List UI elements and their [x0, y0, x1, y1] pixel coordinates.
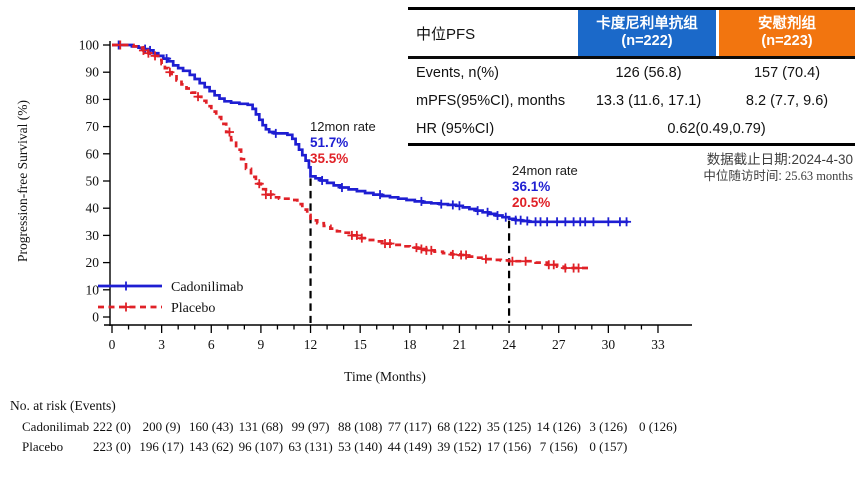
annotation-24mon-placebo-rate: 20.5% — [512, 195, 551, 210]
legend-label-placebo: Placebo — [171, 301, 215, 316]
mpfs-row-label: mPFS(95%CI), months — [416, 93, 566, 109]
header-placebo-name: 安慰剂组 — [758, 16, 816, 32]
x-axis-tick-label: 30 — [602, 337, 616, 352]
annotation-12mon: 12mon rate 51.7% 35.5% — [310, 119, 376, 167]
pfs-table-header-cadonilimab: 卡度尼利单抗组 (n=222) — [578, 10, 719, 56]
pfs-summary-table: 中位PFS 卡度尼利单抗组 (n=222) 安慰剂组 (n=223) Event… — [408, 7, 855, 146]
data-cutoff-note: 数据截止日期:2024-4-30 — [706, 152, 853, 167]
y-axis-tick-label: 10 — [86, 282, 100, 297]
y-axis-tick-label: 20 — [86, 255, 100, 270]
median-followup-zh: 中位随访时间: — [703, 169, 782, 183]
x-axis-tick-label: 27 — [552, 337, 566, 352]
header-cadonilimab-name: 卡度尼利单抗组 — [596, 16, 698, 32]
y-axis-tick-label: 60 — [86, 146, 100, 161]
pfs-summary-table-header: 中位PFS 卡度尼利单抗组 (n=222) 安慰剂组 (n=223) — [408, 10, 855, 59]
header-cadonilimab-n: (n=222) — [621, 33, 673, 49]
annotation-24mon-cadonilimab-rate: 36.1% — [512, 179, 551, 194]
x-axis-tick-label: 21 — [453, 337, 467, 352]
x-axis-tick-label: 15 — [353, 337, 367, 352]
events-row-label: Events, n(%) — [416, 65, 499, 81]
median-followup-value: 25.63 months — [781, 169, 853, 183]
annotation-24mon: 24mon rate 36.1% 20.5% — [512, 163, 578, 211]
x-axis-tick-label: 3 — [158, 337, 165, 352]
y-axis-tick-label: 40 — [86, 201, 100, 216]
x-axis-tick-label: 33 — [651, 337, 665, 352]
x-axis-title: Time (Months) — [344, 369, 426, 384]
y-axis-tick-label: 80 — [86, 92, 100, 107]
y-axis-tick-label: 100 — [79, 38, 100, 53]
pfs-table-header-placebo: 安慰剂组 (n=223) — [719, 10, 855, 56]
y-axis-tick-label: 70 — [86, 119, 100, 134]
annotation-12mon-cadonilimab-rate: 51.7% — [310, 135, 349, 150]
annotation-24mon-title: 24mon rate — [512, 163, 578, 178]
y-axis-title: Progression-free Survival (%) — [15, 100, 30, 262]
y-axis-tick-label: 0 — [92, 310, 99, 325]
events-placebo-value: 157 (70.4) — [753, 65, 821, 81]
pfs-table-row-events: Events, n(%) 126 (56.8) 157 (70.4) — [408, 59, 855, 87]
y-axis-tick-label: 50 — [86, 174, 100, 189]
study-notes: 数据截止日期:2024-4-30 中位随访时间: 25.63 months — [703, 151, 853, 185]
x-axis-tick-label: 6 — [208, 337, 215, 352]
median-followup-note: 中位随访时间: 25.63 months — [703, 168, 853, 185]
pfs-table-corner-label: 中位PFS — [416, 25, 476, 43]
x-axis-tick-label: 24 — [502, 337, 516, 352]
hr-row-label: HR (95%CI) — [416, 121, 495, 137]
x-axis-tick-label: 18 — [403, 337, 417, 352]
annotation-12mon-title: 12mon rate — [310, 119, 376, 134]
header-placebo-n: (n=223) — [761, 33, 813, 49]
mpfs-cadonilimab-value: 13.3 (11.6, 17.1) — [595, 93, 702, 109]
pfs-table-row-hr: HR (95%CI) 0.62(0.49,0.79) — [408, 115, 855, 143]
annotation-12mon-placebo-rate: 35.5% — [310, 151, 349, 166]
hr-value: 0.62(0.49,0.79) — [667, 121, 766, 137]
y-axis-tick-label: 30 — [86, 228, 100, 243]
pfs-table-row-mpfs: mPFS(95%CI), months 13.3 (11.6, 17.1) 8.… — [408, 87, 855, 115]
mpfs-placebo-value: 8.2 (7.7, 9.6) — [745, 93, 829, 109]
events-cadonilimab-value: 126 (56.8) — [615, 65, 682, 81]
x-axis-tick-label: 0 — [109, 337, 116, 352]
x-axis-tick-label: 9 — [258, 337, 265, 352]
y-axis-tick-label: 90 — [86, 65, 100, 80]
legend-label-cadonilimab: Cadonilimab — [171, 280, 243, 295]
x-axis-tick-label: 12 — [304, 337, 318, 352]
